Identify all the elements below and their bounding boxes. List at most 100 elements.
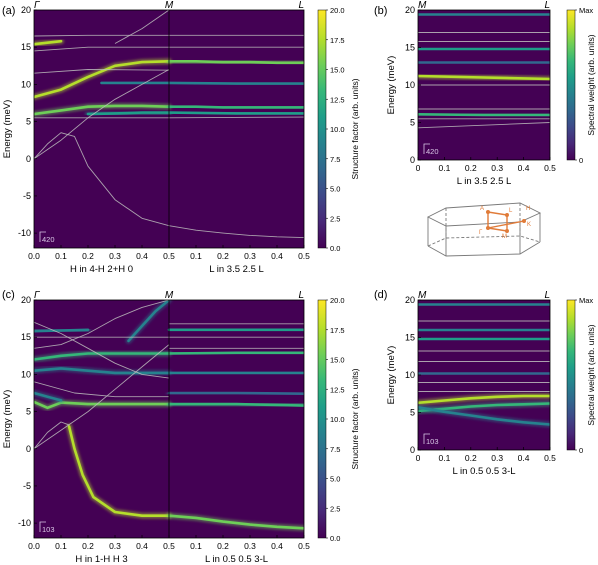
- x-tick-label: 0.2: [465, 453, 477, 463]
- colorbar: [317, 299, 327, 539]
- x-tick-label: 0.2: [82, 541, 94, 551]
- intensity-band: [418, 74, 550, 81]
- symmetry-point-label: L: [298, 290, 304, 301]
- intensity-band: [418, 405, 550, 426]
- x-tick-label: 0.1: [190, 251, 202, 261]
- y-tick-label: 15: [21, 332, 31, 342]
- brillouin-zone-inset: L M H K A Γ: [426, 202, 542, 257]
- panel-b: 0 5 10 15 20 Energy (meV) 0 0.1 0.2 0.3 0.4 0.5 L in…: [386, 0, 596, 187]
- bz-label-m: M: [502, 234, 507, 240]
- intensity-band: [167, 402, 304, 407]
- colorbar-tick-label: 2.5: [330, 504, 340, 513]
- intensity-band: [167, 105, 304, 109]
- colorbar-label: Spectral weight (arb. units): [586, 34, 596, 135]
- intensity-band: [67, 425, 171, 518]
- intensity-band: [418, 113, 550, 117]
- plot-area: [34, 300, 304, 532]
- bz-label-l: L: [509, 208, 513, 214]
- y-tick-label: 20: [405, 5, 415, 15]
- colorbar-label: Structure factor (arb. units): [350, 78, 360, 179]
- x-tick-label: 0.4: [271, 541, 283, 551]
- intensity-band: [34, 59, 171, 99]
- dispersion-line: [34, 69, 170, 160]
- panel-b-letter: (b): [374, 5, 387, 17]
- plot-area: [418, 11, 550, 129]
- y-tick-label: 15: [21, 42, 31, 52]
- x-tick-label: 0.3: [109, 541, 121, 551]
- x-axis-label: L in 0.5 0.5 3-L: [205, 554, 268, 565]
- colorbar-tick-label: 17.5: [330, 326, 345, 335]
- zone-label: 103: [42, 525, 55, 534]
- y-tick-label: 0: [26, 444, 31, 454]
- plot-area: [418, 301, 550, 428]
- x-tick-label: 0.1: [55, 251, 67, 261]
- y-tick-label: -5: [23, 481, 31, 491]
- x-tick-label: 0.5: [298, 541, 310, 551]
- intensity-band: [167, 81, 304, 85]
- dispersion-line: [34, 34, 169, 37]
- zone-bracket: [423, 433, 430, 444]
- x-tick-label: 0.5: [544, 453, 556, 463]
- x-axis-label: L in 3.5 2.5 L: [209, 264, 264, 275]
- bz-bottom-face: [427, 241, 541, 257]
- y-tick-label: 15: [405, 333, 415, 343]
- bz-label-k: K: [527, 222, 531, 228]
- colorbar-tick-label: Max: [579, 296, 593, 305]
- dispersion-line: [34, 69, 170, 74]
- y-tick-label: -10: [18, 228, 31, 238]
- zone-bracket: [39, 521, 46, 532]
- intensity-band: [34, 400, 171, 410]
- y-tick-label: 5: [26, 407, 31, 417]
- y-tick-label: 5: [410, 408, 415, 418]
- x-tick-label: 0.5: [163, 541, 175, 551]
- x-tick-label: 0.3: [244, 251, 256, 261]
- zone-label: 420: [42, 235, 55, 244]
- colorbar-tick-label: 20.0: [330, 296, 345, 305]
- y-axis-label: Energy (meV): [386, 56, 397, 115]
- x-axis-label: L in 3.5 2.5 L: [457, 176, 512, 187]
- colorbar-tick-label: 12.5: [330, 95, 345, 104]
- bz-side-edges: [427, 213, 541, 256]
- intensity-band: [34, 328, 90, 333]
- panel-d: 0 5 10 15 20 Energy (meV) 0 0.1 0.2 0.3 0.4 0.5 L in…: [386, 290, 596, 477]
- colorbar-tick-label: 7.5: [330, 445, 340, 454]
- x-tick-label: 0.4: [518, 163, 530, 173]
- y-tick-label: 5: [410, 118, 415, 128]
- intensity-band: [34, 391, 63, 402]
- symmetry-point-label: M: [165, 290, 174, 301]
- colorbar-tick-label: 0: [579, 156, 583, 165]
- dispersion-line: [34, 381, 169, 398]
- dispersion-line: [168, 225, 304, 239]
- symmetry-point-label: L: [544, 0, 550, 11]
- zone-label: 103: [426, 437, 439, 446]
- symmetry-point-label: L: [298, 0, 304, 11]
- y-tick-label: 20: [21, 5, 31, 15]
- x-tick-label: 0.1: [55, 541, 67, 551]
- colorbar-tick-label: 10.0: [330, 415, 345, 424]
- dispersion-line: [34, 421, 70, 450]
- dispersion-line: [34, 132, 170, 227]
- y-tick-label: 20: [21, 295, 31, 305]
- colorbar-tick-label: 12.5: [330, 385, 345, 394]
- y-axis-label: Energy (meV): [2, 390, 13, 449]
- colorbar-tick-label: Max: [579, 6, 593, 15]
- colorbar-tick-label: 15.0: [330, 66, 345, 75]
- dispersion-line: [34, 300, 170, 349]
- x-tick-label: 0.3: [491, 163, 503, 173]
- x-tick-label: 0.3: [244, 541, 256, 551]
- y-axis-label: Energy (meV): [2, 100, 13, 159]
- plot-area: [34, 10, 304, 239]
- bz-point-l: [505, 213, 509, 217]
- y-tick-label: 0: [26, 154, 31, 164]
- x-tick-label: 0.2: [217, 541, 229, 551]
- symmetry-point-label: Γ: [34, 290, 41, 301]
- x-tick-label: 0.3: [109, 251, 121, 261]
- x-axis-label: H in 4-H 2+H 0: [70, 264, 133, 275]
- intensity-band: [167, 391, 304, 396]
- colorbar-tick-label: 17.5: [330, 36, 345, 45]
- symmetry-point-label: M: [418, 0, 427, 11]
- x-tick-label: 0.5: [163, 251, 175, 261]
- colorbar-tick-label: 5.0: [330, 185, 340, 194]
- intensity-band: [167, 111, 304, 115]
